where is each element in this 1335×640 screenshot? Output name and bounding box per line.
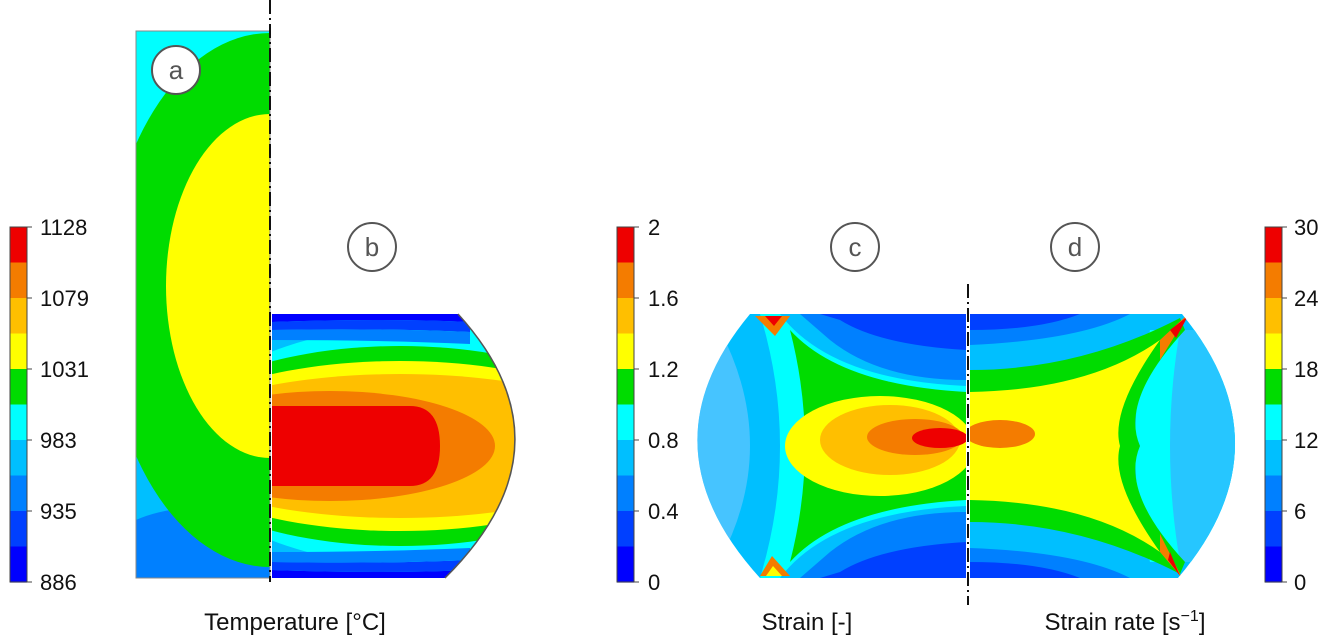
panel-a-contour: [136, 31, 270, 578]
temperature-scale-swatch: [10, 369, 27, 406]
temperature-scale-swatch: [10, 262, 27, 299]
temperature-scale-swatch: [10, 511, 27, 548]
strain-rate-scale-swatch: [1265, 333, 1282, 370]
strain-scale-tick-label: 2: [648, 215, 660, 240]
temperature-scale-swatch: [10, 227, 27, 264]
temperature-scale-tick-label: 886: [40, 570, 77, 595]
strain-scale-swatch: [617, 333, 634, 370]
temperature-scale-tick-label: 1079: [40, 286, 89, 311]
strain-rate-scale-tick-label: 18: [1294, 357, 1318, 382]
strain-scale-swatch: [617, 227, 634, 264]
caption-temperature: Temperature [°C]: [204, 609, 386, 636]
strain-rate-scale-tick-label: 30: [1294, 215, 1318, 240]
temperature-scale-swatch: [10, 475, 27, 512]
strain-scale-swatch: [617, 262, 634, 299]
caption-strain: Strain [-]: [762, 609, 853, 636]
svg-text:c: c: [849, 232, 862, 262]
strain-scale-swatch: [617, 475, 634, 512]
strain-scale-tick-label: 1.6: [648, 286, 679, 311]
temperature-scale-tick-label: 1128: [40, 215, 87, 240]
strain-rate-scale-swatch: [1265, 511, 1282, 548]
temperature-color-scale: 1128 1079 1031 983 935 886: [9, 215, 89, 595]
strain-scale-tick-label: 1.2: [648, 357, 679, 382]
panel-d-contour: [970, 314, 1236, 578]
strain-rate-scale-swatch: [1265, 262, 1282, 299]
svg-text:a: a: [169, 55, 184, 85]
temperature-scale-swatch: [10, 333, 27, 370]
strain-rate-scale-swatch: [1265, 298, 1282, 335]
temperature-scale-tick-label: 935: [40, 499, 77, 524]
strain-scale-swatch: [617, 298, 634, 335]
strain-rate-scale-swatch: [1265, 440, 1282, 477]
panel-b-bulge-outline: [444, 313, 516, 579]
strain-scale-swatch: [617, 369, 634, 406]
temperature-scale-swatch: [10, 404, 27, 441]
strain-rate-scale-tick-label: 6: [1294, 499, 1306, 524]
panel-label-a: a: [151, 45, 201, 95]
strain-rate-scale-swatch: [1265, 404, 1282, 441]
strain-scale-tick-label: 0.8: [648, 428, 679, 453]
temperature-scale-frame: [9, 226, 28, 583]
panel-label-c: c: [830, 222, 880, 272]
strain-rate-scale-tick-label: 0: [1294, 570, 1306, 595]
panel-label-d: d: [1050, 222, 1100, 272]
caption-strain-rate: Strain rate [s−1]: [1045, 608, 1206, 636]
strain-rate-scale-swatch: [1265, 546, 1282, 583]
panel-label-b: b: [347, 222, 397, 272]
strain-scale-swatch: [617, 440, 634, 477]
strain-rate-scale-swatch: [1265, 475, 1282, 512]
panel-b-contour: [272, 314, 515, 578]
temperature-scale-tick-label: 983: [40, 428, 77, 453]
panel-c-contour: [697, 314, 966, 578]
strain-rate-scale-tick-label: 24: [1294, 286, 1318, 311]
strain-rate-scale-swatch: [1265, 369, 1282, 406]
strain-scale-swatch: [617, 546, 634, 583]
temperature-scale-swatch: [10, 440, 27, 477]
strain-scale-swatch: [617, 404, 634, 441]
strain-scale-frame: [616, 226, 635, 583]
strain-rate-scale-frame: [1264, 226, 1283, 583]
temperature-scale-swatch: [10, 298, 27, 335]
panel-a-border: [135, 30, 271, 579]
svg-text:d: d: [1068, 232, 1082, 262]
strain-scale-tick-label: 0.4: [648, 499, 679, 524]
strain-rate-scale-tick-label: 12: [1294, 428, 1318, 453]
strain-color-scale: 2 1.6 1.2 0.8 0.4 0: [616, 215, 679, 595]
strain-rate-scale-swatch: [1265, 227, 1282, 264]
strain-scale-swatch: [617, 511, 634, 548]
strain-scale-tick-label: 0: [648, 570, 660, 595]
strain-rate-color-scale: 30 24 18 12 6 0: [1264, 215, 1318, 595]
temperature-scale-tick-label: 1031: [40, 357, 89, 382]
temperature-scale-swatch: [10, 546, 27, 583]
svg-text:b: b: [365, 232, 379, 262]
